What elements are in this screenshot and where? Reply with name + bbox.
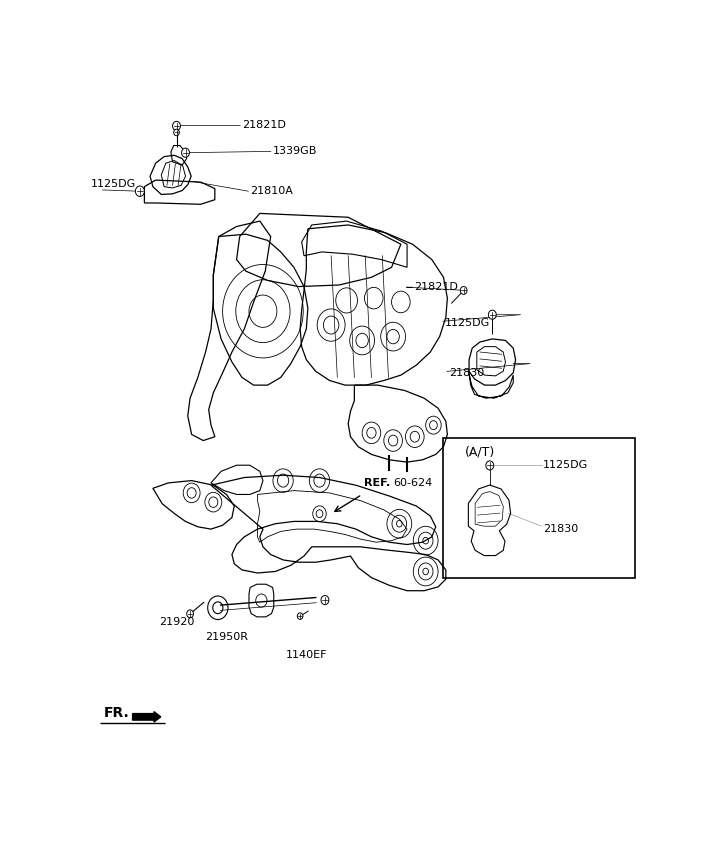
Circle shape — [174, 129, 180, 136]
Circle shape — [182, 148, 190, 157]
Bar — [443, 438, 635, 578]
Circle shape — [489, 310, 497, 320]
Text: 1140EF: 1140EF — [286, 650, 328, 660]
Text: 21950R: 21950R — [206, 632, 249, 642]
Text: 1125DG: 1125DG — [91, 179, 136, 188]
Text: 21821D: 21821D — [414, 282, 457, 293]
FancyArrow shape — [132, 711, 161, 722]
Circle shape — [187, 610, 193, 617]
Circle shape — [135, 186, 145, 197]
Circle shape — [172, 121, 180, 131]
Text: (A/T): (A/T) — [465, 446, 494, 459]
Text: 1125DG: 1125DG — [543, 460, 589, 471]
Text: 21830: 21830 — [543, 524, 579, 534]
Text: 60-624: 60-624 — [393, 478, 433, 488]
Circle shape — [321, 595, 329, 605]
Text: 21821D: 21821D — [242, 120, 286, 131]
Text: 1125DG: 1125DG — [445, 317, 490, 327]
Text: FR.: FR. — [103, 706, 129, 720]
Text: 21830: 21830 — [449, 368, 484, 377]
Text: 21920: 21920 — [159, 616, 194, 627]
Circle shape — [460, 287, 467, 294]
Text: REF.: REF. — [364, 478, 390, 488]
Circle shape — [297, 613, 303, 619]
Circle shape — [486, 460, 494, 470]
Text: 1339GB: 1339GB — [273, 147, 317, 156]
Text: 21810A: 21810A — [250, 187, 293, 196]
